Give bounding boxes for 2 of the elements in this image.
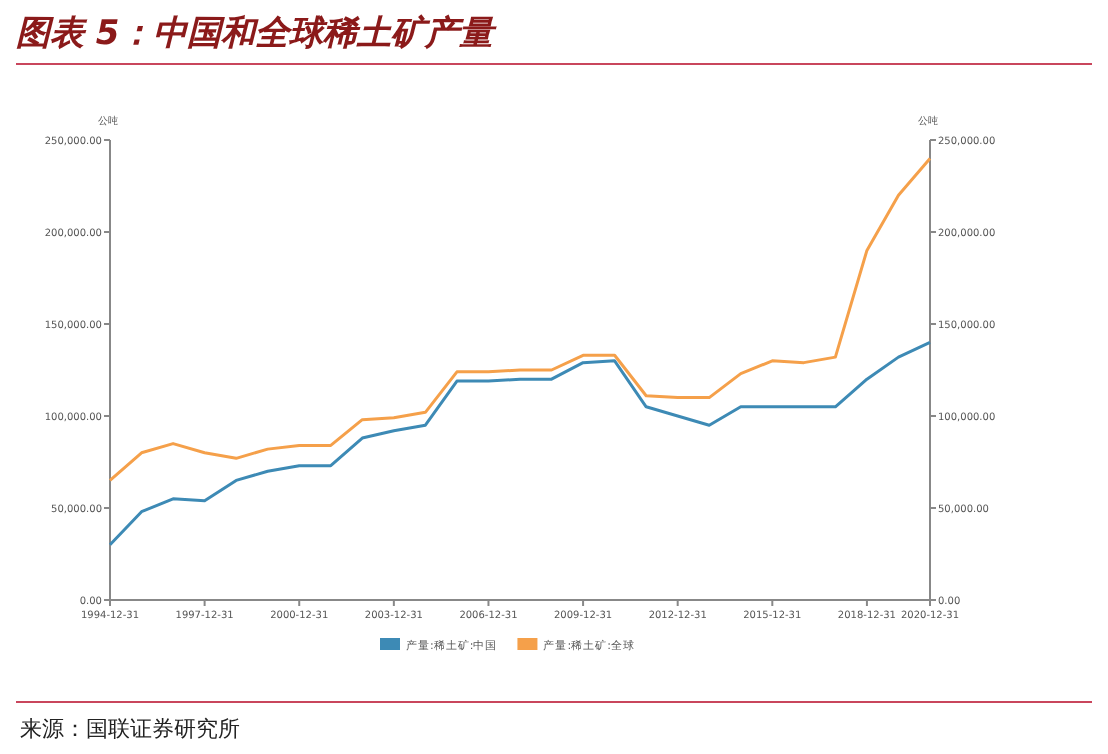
title: 图表 5：中国和全球稀土矿产量 bbox=[16, 14, 494, 54]
source-note: 来源：国联证券研究所 bbox=[20, 716, 240, 742]
